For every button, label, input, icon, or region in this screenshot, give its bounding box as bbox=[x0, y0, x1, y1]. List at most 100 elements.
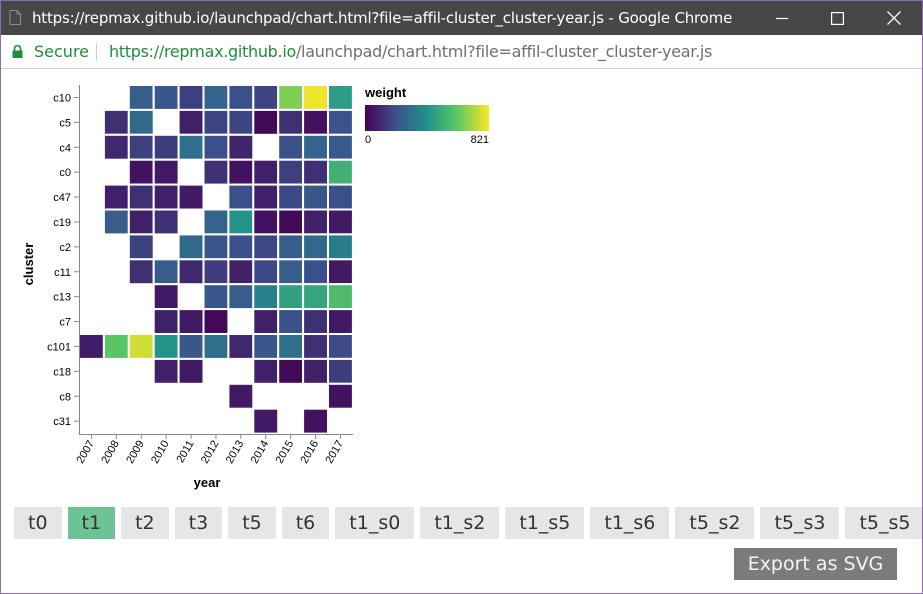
heatmap-cell[interactable] bbox=[177, 333, 205, 360]
heatmap-cell[interactable] bbox=[152, 308, 180, 336]
tab-t1-s0[interactable]: t1_s0 bbox=[335, 507, 415, 539]
heatmap-cell[interactable] bbox=[102, 133, 130, 161]
heatmap-cell[interactable] bbox=[302, 258, 330, 286]
heatmap-cell[interactable] bbox=[152, 357, 180, 385]
heatmap-cell[interactable] bbox=[227, 158, 255, 186]
heatmap-cell[interactable] bbox=[302, 108, 330, 136]
secure-label[interactable]: Secure bbox=[34, 42, 90, 61]
heatmap-cell[interactable] bbox=[202, 283, 230, 311]
heatmap-cell[interactable] bbox=[152, 183, 180, 211]
heatmap-cell[interactable] bbox=[127, 233, 155, 261]
minimize-button[interactable] bbox=[754, 1, 810, 35]
heatmap-cell[interactable] bbox=[252, 108, 280, 136]
heatmap-cell[interactable] bbox=[277, 233, 305, 261]
heatmap-cell[interactable] bbox=[127, 133, 155, 161]
heatmap-cell[interactable] bbox=[302, 407, 330, 435]
tab-t0[interactable]: t0 bbox=[14, 507, 62, 539]
heatmap-cell[interactable] bbox=[302, 133, 330, 161]
heatmap-cell[interactable] bbox=[102, 333, 130, 360]
heatmap-cell[interactable] bbox=[277, 208, 305, 236]
heatmap-cell[interactable] bbox=[252, 208, 280, 236]
heatmap-cell[interactable] bbox=[252, 308, 280, 336]
heatmap-cell[interactable] bbox=[102, 108, 130, 136]
heatmap-cell[interactable] bbox=[327, 108, 354, 136]
heatmap-cell[interactable] bbox=[152, 84, 180, 111]
heatmap-cell[interactable] bbox=[327, 233, 354, 261]
heatmap-cell[interactable] bbox=[277, 333, 305, 360]
heatmap-cell[interactable] bbox=[152, 208, 180, 236]
heatmap-cell[interactable] bbox=[327, 84, 354, 111]
heatmap-cell[interactable] bbox=[277, 84, 305, 111]
heatmap-cell[interactable] bbox=[202, 158, 230, 186]
heatmap-cell[interactable] bbox=[227, 183, 255, 211]
heatmap-cell[interactable] bbox=[252, 233, 280, 261]
heatmap-cell[interactable] bbox=[302, 283, 330, 311]
tab-t2[interactable]: t2 bbox=[121, 507, 169, 539]
heatmap-cell[interactable] bbox=[252, 283, 280, 311]
tab-t1-s2[interactable]: t1_s2 bbox=[420, 507, 500, 539]
heatmap-cell[interactable] bbox=[252, 357, 280, 385]
heatmap-cell[interactable] bbox=[252, 407, 280, 435]
heatmap-cell[interactable] bbox=[202, 233, 230, 261]
heatmap-cell[interactable] bbox=[302, 183, 330, 211]
tab-t1-s6[interactable]: t1_s6 bbox=[590, 507, 670, 539]
heatmap-cell[interactable] bbox=[152, 133, 180, 161]
heatmap-cell[interactable] bbox=[327, 133, 354, 161]
heatmap-cell[interactable] bbox=[327, 183, 354, 211]
heatmap-cell[interactable] bbox=[277, 183, 305, 211]
heatmap-cell[interactable] bbox=[277, 158, 305, 186]
heatmap-cell[interactable] bbox=[227, 333, 255, 360]
heatmap-cell[interactable] bbox=[177, 357, 205, 385]
heatmap-cell[interactable] bbox=[177, 258, 205, 286]
heatmap-cell[interactable] bbox=[127, 258, 155, 286]
heatmap-cell[interactable] bbox=[127, 84, 155, 111]
heatmap-cell[interactable] bbox=[302, 158, 330, 186]
heatmap-cell[interactable] bbox=[102, 183, 130, 211]
heatmap-cell[interactable] bbox=[177, 233, 205, 261]
tab-t5-s5[interactable]: t5_s5 bbox=[845, 507, 922, 539]
tab-t1-s5[interactable]: t1_s5 bbox=[505, 507, 585, 539]
heatmap-cell[interactable] bbox=[227, 382, 255, 410]
heatmap-cell[interactable] bbox=[327, 258, 354, 286]
close-button[interactable] bbox=[866, 1, 922, 35]
heatmap-cell[interactable] bbox=[202, 258, 230, 286]
heatmap-cell[interactable] bbox=[202, 308, 230, 336]
heatmap-cell[interactable] bbox=[202, 208, 230, 236]
heatmap-cell[interactable] bbox=[327, 357, 354, 385]
heatmap-cell[interactable] bbox=[152, 258, 180, 286]
heatmap-cell[interactable] bbox=[277, 308, 305, 336]
tab-t6[interactable]: t6 bbox=[281, 507, 330, 539]
heatmap-cell[interactable] bbox=[152, 158, 180, 186]
heatmap-cell[interactable] bbox=[327, 158, 354, 186]
heatmap-cell[interactable] bbox=[202, 333, 230, 360]
heatmap-cell[interactable] bbox=[127, 333, 155, 360]
heatmap-cell[interactable] bbox=[227, 258, 255, 286]
heatmap-cell[interactable] bbox=[327, 283, 354, 311]
heatmap-cell[interactable] bbox=[177, 108, 205, 136]
tab-t5-s3[interactable]: t5_s3 bbox=[760, 507, 840, 539]
heatmap-cell[interactable] bbox=[127, 158, 155, 186]
heatmap-cell[interactable] bbox=[277, 133, 305, 161]
heatmap-cell[interactable] bbox=[327, 382, 354, 410]
heatmap-cell[interactable] bbox=[327, 308, 354, 336]
heatmap-cell[interactable] bbox=[302, 333, 330, 360]
heatmap-cell[interactable] bbox=[302, 308, 330, 336]
heatmap-cell[interactable] bbox=[127, 108, 155, 136]
tab-t1[interactable]: t1 bbox=[67, 507, 116, 539]
url-text[interactable]: https://repmax.github.io/launchpad/chart… bbox=[109, 42, 712, 61]
heatmap-cell[interactable] bbox=[252, 183, 280, 211]
heatmap-cell[interactable] bbox=[252, 333, 280, 360]
maximize-button[interactable] bbox=[809, 1, 865, 35]
heatmap-cell[interactable] bbox=[227, 133, 255, 161]
heatmap-cell[interactable] bbox=[302, 233, 330, 261]
heatmap-cell[interactable] bbox=[202, 84, 230, 111]
heatmap-cell[interactable] bbox=[252, 158, 280, 186]
heatmap-cell[interactable] bbox=[177, 84, 205, 111]
heatmap-cell[interactable] bbox=[127, 183, 155, 211]
heatmap-cell[interactable] bbox=[277, 108, 305, 136]
heatmap-cell[interactable] bbox=[127, 208, 155, 236]
heatmap-cell[interactable] bbox=[227, 84, 255, 111]
heatmap-cell[interactable] bbox=[177, 308, 205, 336]
heatmap-cell[interactable] bbox=[78, 333, 105, 360]
heatmap-cell[interactable] bbox=[277, 258, 305, 286]
